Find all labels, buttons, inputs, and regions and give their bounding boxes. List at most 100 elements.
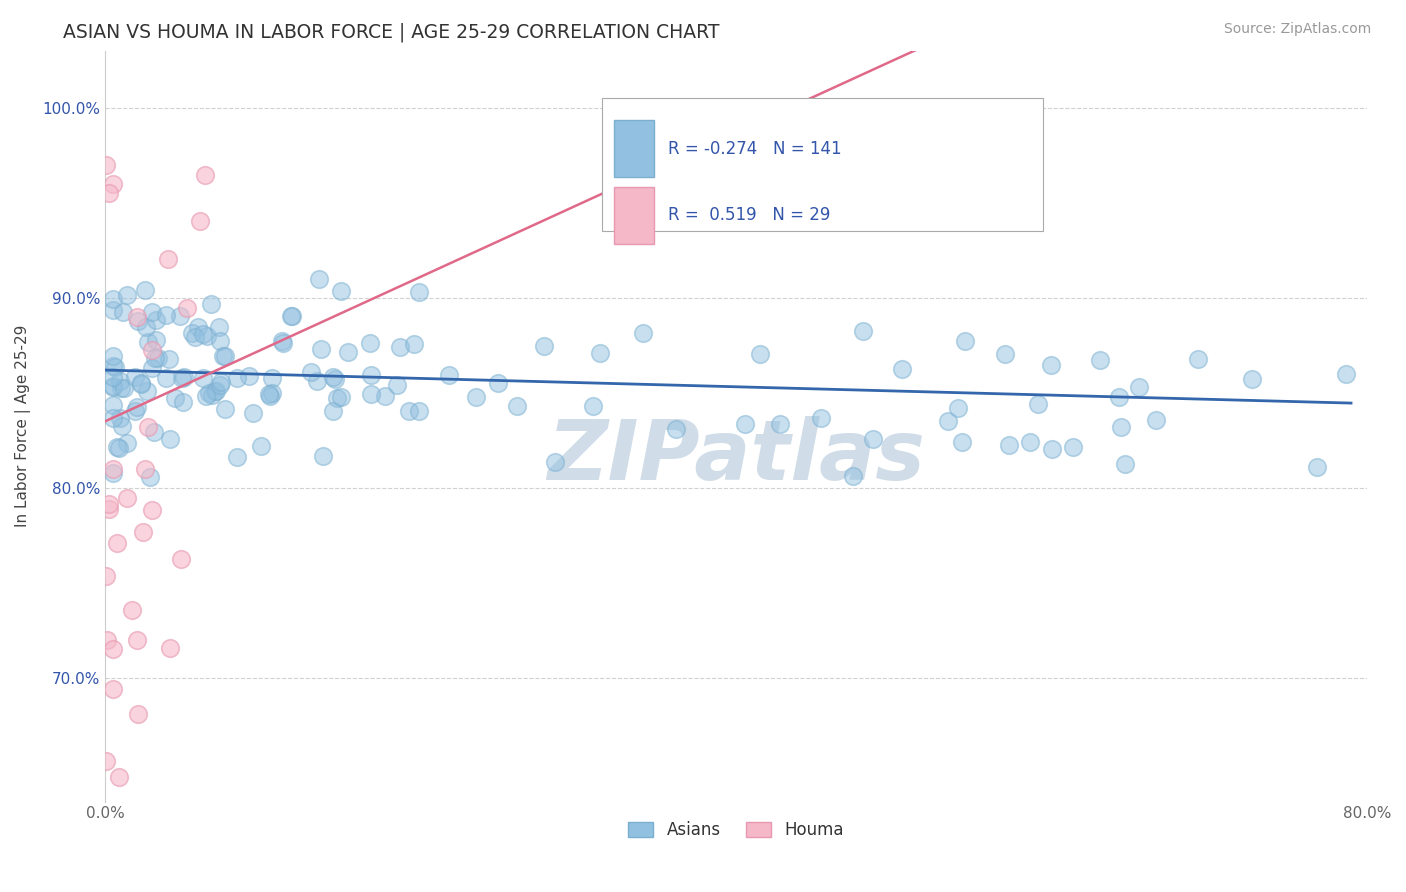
Point [101, 398, 124, 412]
Point [299, 365, 322, 379]
Point [172, 394, 194, 409]
Text: ASIAN VS HOUMA IN LABOR FORCE | AGE 25-29 CORRELATION CHART: ASIAN VS HOUMA IN LABOR FORCE | AGE 25-2… [63, 22, 720, 42]
Point [734, 417, 756, 431]
Point [205, 384, 228, 398]
Point [141, 343, 163, 358]
Point [589, 345, 612, 359]
Point [326, 391, 349, 405]
Point [336, 345, 359, 359]
Point [184, 330, 207, 344]
Y-axis label: In Labor Force | Age 25-29: In Labor Force | Age 25-29 [15, 325, 31, 527]
Point [155, 308, 177, 322]
Point [465, 390, 488, 404]
Point [1241, 372, 1264, 386]
Point [810, 410, 832, 425]
Point [115, 491, 138, 506]
Point [141, 503, 163, 517]
Point [238, 368, 260, 383]
Point [156, 252, 179, 266]
Point [226, 450, 249, 464]
Point [330, 390, 353, 404]
Point [105, 440, 128, 454]
Point [101, 349, 124, 363]
Point [1018, 434, 1040, 449]
Point [96, 632, 118, 647]
Point [108, 374, 131, 388]
Point [936, 414, 959, 428]
Point [94, 158, 117, 172]
Point [169, 551, 191, 566]
Point [159, 351, 181, 366]
Point [994, 346, 1017, 360]
Point [408, 403, 430, 417]
Point [127, 314, 149, 328]
Point [533, 339, 555, 353]
Point [159, 640, 181, 655]
Point [146, 351, 169, 365]
Point [408, 285, 430, 299]
Point [486, 376, 509, 390]
Point [187, 319, 209, 334]
Point [1144, 412, 1167, 426]
Point [101, 681, 124, 696]
Point [112, 305, 135, 319]
Point [631, 326, 654, 340]
Point [145, 333, 167, 347]
Point [194, 389, 217, 403]
Point [115, 287, 138, 301]
Point [97, 186, 120, 201]
Point [374, 389, 396, 403]
Point [143, 425, 166, 439]
Point [129, 377, 152, 392]
Point [250, 438, 273, 452]
Text: R = -0.274   N = 141: R = -0.274 N = 141 [668, 140, 842, 158]
Point [191, 370, 214, 384]
Point [201, 388, 224, 402]
Text: Source: ZipAtlas.com: Source: ZipAtlas.com [1223, 22, 1371, 37]
Point [145, 313, 167, 327]
Point [136, 334, 159, 349]
Point [103, 462, 125, 476]
Point [111, 419, 134, 434]
Point [506, 399, 529, 413]
Point [998, 438, 1021, 452]
Point [101, 292, 124, 306]
Point [101, 359, 124, 373]
Point [862, 432, 884, 446]
Point [125, 401, 148, 415]
Point [124, 370, 146, 384]
Point [360, 368, 382, 382]
Point [214, 349, 236, 363]
Point [309, 343, 332, 357]
Point [1088, 352, 1111, 367]
Point [280, 309, 302, 323]
Point [136, 420, 159, 434]
Point [198, 385, 221, 400]
Point [952, 434, 974, 449]
Point [208, 378, 231, 392]
Point [127, 707, 149, 722]
Point [946, 401, 969, 416]
Point [259, 389, 281, 403]
Point [97, 502, 120, 516]
Point [121, 603, 143, 617]
Point [94, 569, 117, 583]
Point [141, 361, 163, 376]
Point [1114, 457, 1136, 471]
Point [388, 340, 411, 354]
Point [544, 455, 567, 469]
Point [749, 346, 772, 360]
Point [125, 633, 148, 648]
Point [135, 320, 157, 334]
Point [108, 411, 131, 425]
Point [214, 402, 236, 417]
Point [107, 770, 129, 784]
Point [955, 334, 977, 348]
Point [134, 283, 156, 297]
Point [260, 385, 283, 400]
Point [117, 436, 139, 450]
Point [842, 469, 865, 483]
Text: R =  0.519   N = 29: R = 0.519 N = 29 [668, 206, 831, 224]
Point [323, 372, 346, 386]
Point [402, 337, 425, 351]
